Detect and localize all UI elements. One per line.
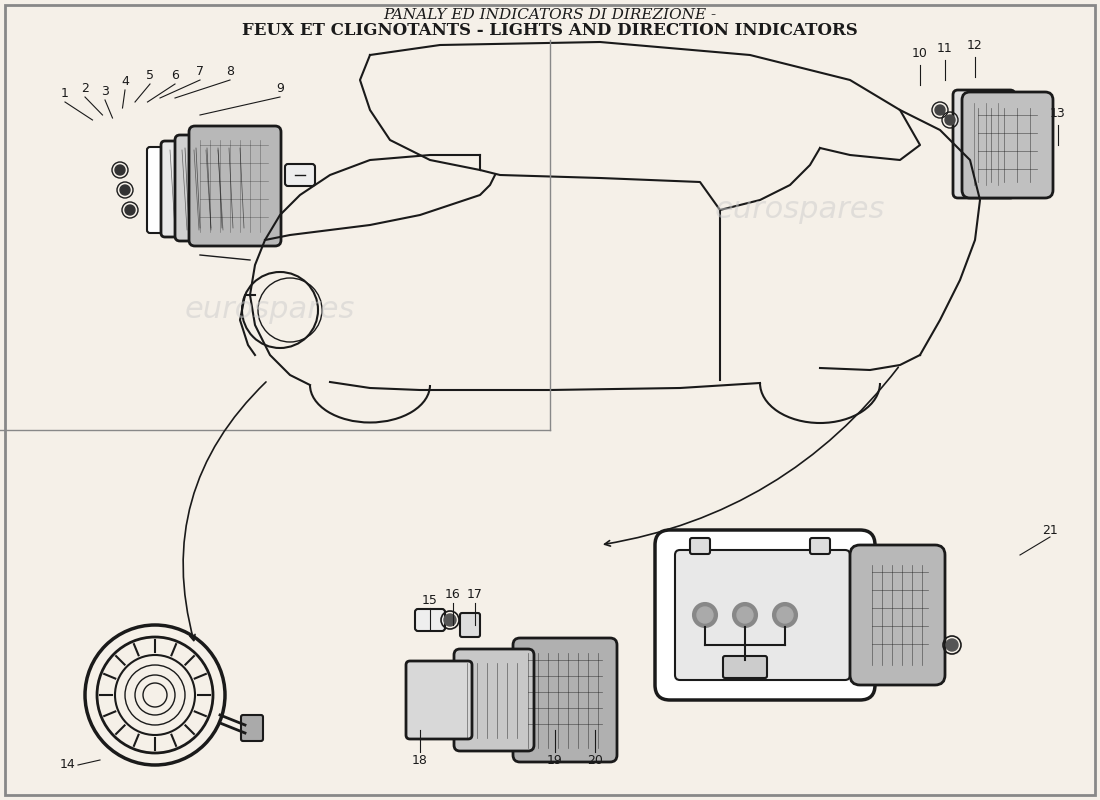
Text: 15: 15 (422, 594, 438, 606)
Text: 13: 13 (1050, 107, 1066, 120)
Circle shape (777, 607, 793, 623)
Text: 16: 16 (446, 589, 461, 602)
Circle shape (697, 607, 713, 623)
Circle shape (733, 603, 757, 627)
Text: 4: 4 (121, 75, 129, 88)
Text: 12: 12 (967, 39, 983, 52)
Text: 21: 21 (1042, 523, 1058, 537)
FancyBboxPatch shape (690, 538, 710, 554)
FancyBboxPatch shape (189, 126, 280, 246)
Text: 17: 17 (468, 589, 483, 602)
FancyBboxPatch shape (147, 147, 208, 233)
Text: 3: 3 (101, 85, 109, 98)
FancyBboxPatch shape (406, 661, 472, 739)
FancyBboxPatch shape (513, 638, 617, 762)
Circle shape (120, 185, 130, 195)
Text: eurospares: eurospares (185, 295, 355, 325)
Circle shape (773, 603, 798, 627)
Text: eurospares: eurospares (715, 195, 886, 225)
Circle shape (116, 165, 125, 175)
Text: 8: 8 (226, 65, 234, 78)
FancyBboxPatch shape (241, 715, 263, 741)
FancyBboxPatch shape (654, 530, 875, 700)
Text: 1: 1 (62, 87, 69, 100)
Text: FEUX ET CLIGNOTANTS - LIGHTS AND DIRECTION INDICATORS: FEUX ET CLIGNOTANTS - LIGHTS AND DIRECTI… (242, 22, 858, 39)
Text: 5: 5 (146, 69, 154, 82)
Text: 14: 14 (60, 758, 76, 771)
FancyBboxPatch shape (285, 164, 315, 186)
Text: 7: 7 (196, 65, 204, 78)
Circle shape (444, 614, 456, 626)
FancyBboxPatch shape (161, 141, 239, 237)
Text: 6: 6 (172, 69, 179, 82)
FancyBboxPatch shape (962, 92, 1053, 198)
Text: 2: 2 (81, 82, 89, 95)
Text: PANALY ED INDICATORS DI DIREZIONE -: PANALY ED INDICATORS DI DIREZIONE - (384, 8, 716, 22)
FancyBboxPatch shape (175, 135, 260, 241)
FancyBboxPatch shape (850, 545, 945, 685)
Text: 9: 9 (276, 82, 284, 95)
Circle shape (935, 105, 945, 115)
FancyBboxPatch shape (810, 538, 830, 554)
Circle shape (945, 115, 955, 125)
Circle shape (946, 639, 958, 651)
Circle shape (737, 607, 754, 623)
FancyBboxPatch shape (723, 656, 767, 678)
Text: 20: 20 (587, 754, 603, 766)
FancyBboxPatch shape (675, 550, 850, 680)
Text: 11: 11 (937, 42, 953, 55)
Text: 19: 19 (547, 754, 563, 766)
FancyBboxPatch shape (953, 90, 1015, 198)
FancyBboxPatch shape (454, 649, 534, 751)
Text: 10: 10 (912, 47, 928, 60)
FancyBboxPatch shape (460, 613, 480, 637)
Circle shape (125, 205, 135, 215)
Circle shape (693, 603, 717, 627)
FancyBboxPatch shape (415, 609, 446, 631)
Text: 18: 18 (412, 754, 428, 766)
